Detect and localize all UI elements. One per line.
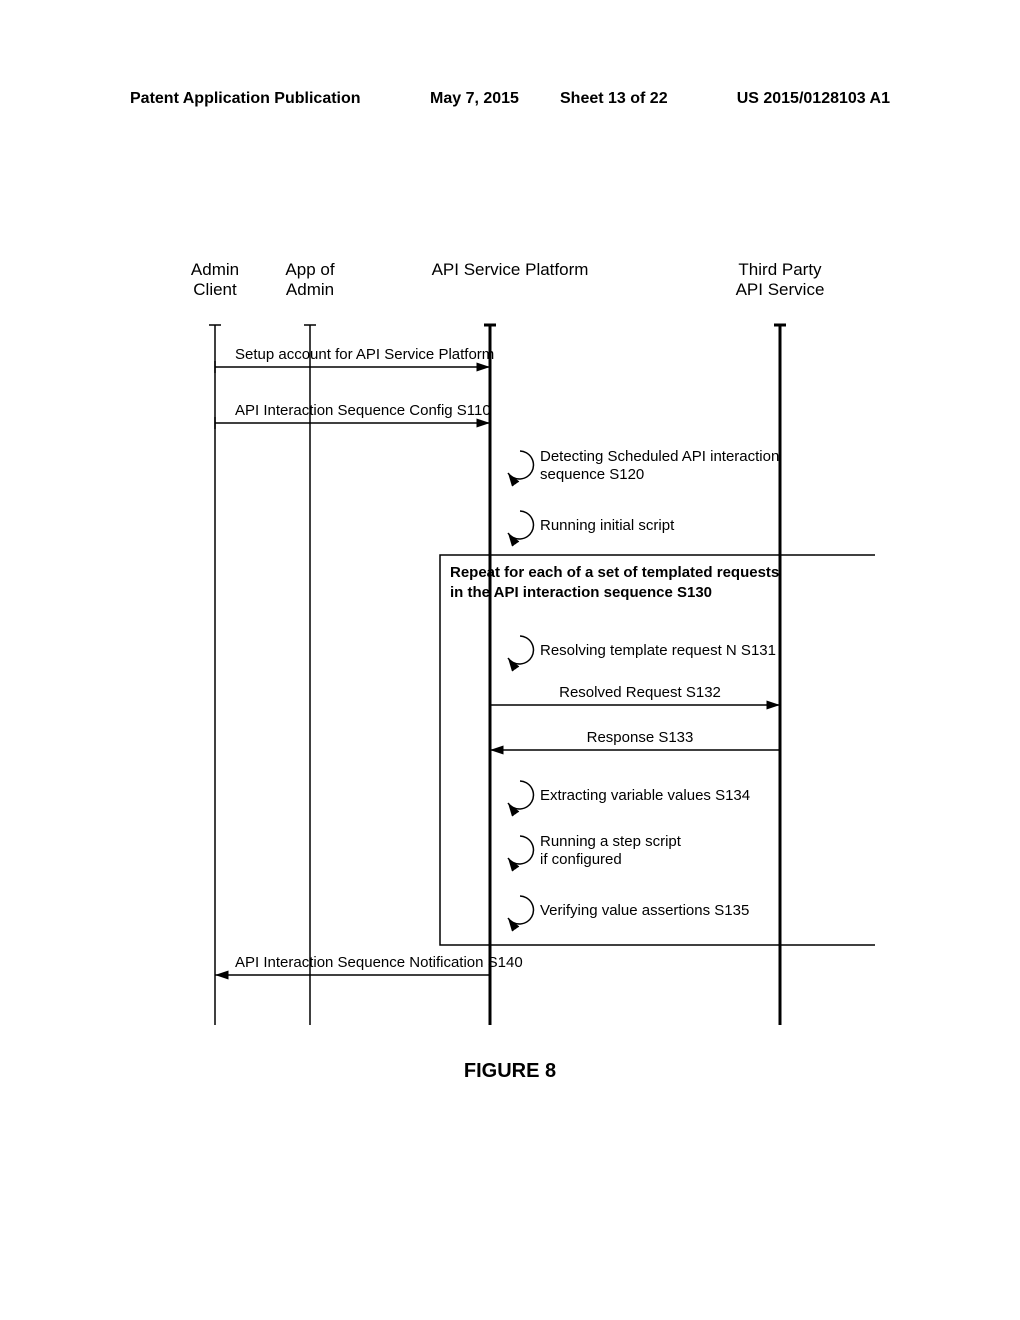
- self-loop-label: if configured: [540, 851, 622, 868]
- lane-label: Admin: [191, 260, 239, 279]
- message-label: API Interaction Sequence Notification S1…: [235, 954, 523, 971]
- self-loop-icon: [508, 896, 533, 924]
- header-sheet: Sheet 13 of 22: [560, 90, 668, 108]
- message-label: Setup account for API Service Platform: [235, 346, 494, 363]
- self-loop-label: Resolving template request N S131: [540, 642, 776, 659]
- self-loop-icon: [508, 451, 533, 479]
- self-loop-label: Extracting variable values S134: [540, 787, 750, 804]
- header-publication: Patent Application Publication: [130, 90, 361, 108]
- self-loop-label: Running initial script: [540, 517, 675, 534]
- sequence-diagram: AdminClientApp ofAdminAPI Service Platfo…: [140, 220, 880, 1070]
- self-loop-icon: [508, 836, 533, 864]
- self-loop-label: Detecting Scheduled API interaction: [540, 448, 779, 465]
- message-label: API Interaction Sequence Config S110: [235, 402, 491, 419]
- lane-label: Admin: [286, 280, 334, 299]
- loop-title: Repeat for each of a set of templated re…: [450, 564, 779, 581]
- lane-label: API Service: [736, 280, 825, 299]
- self-loop-label: Verifying value assertions S135: [540, 902, 749, 919]
- header-date: May 7, 2015: [430, 90, 519, 108]
- figure-caption: FIGURE 8: [0, 1060, 1020, 1083]
- self-loop-icon: [508, 781, 533, 809]
- lane-label: App of: [285, 260, 334, 279]
- page-header: Patent Application Publication May 7, 20…: [130, 90, 890, 108]
- header-docnum: US 2015/0128103 A1: [737, 90, 890, 108]
- lane-label: API Service Platform: [432, 260, 589, 279]
- self-loop-label: sequence S120: [540, 466, 644, 483]
- self-loop-icon: [508, 636, 533, 664]
- message-label: Resolved Request S132: [559, 684, 721, 701]
- self-loop-icon: [508, 511, 533, 539]
- lane-label: Third Party: [738, 260, 822, 279]
- lane-label: Client: [193, 280, 237, 299]
- self-loop-label: Running a step script: [540, 833, 682, 850]
- message-label: Response S133: [587, 729, 694, 746]
- loop-title: in the API interaction sequence S130: [450, 584, 712, 601]
